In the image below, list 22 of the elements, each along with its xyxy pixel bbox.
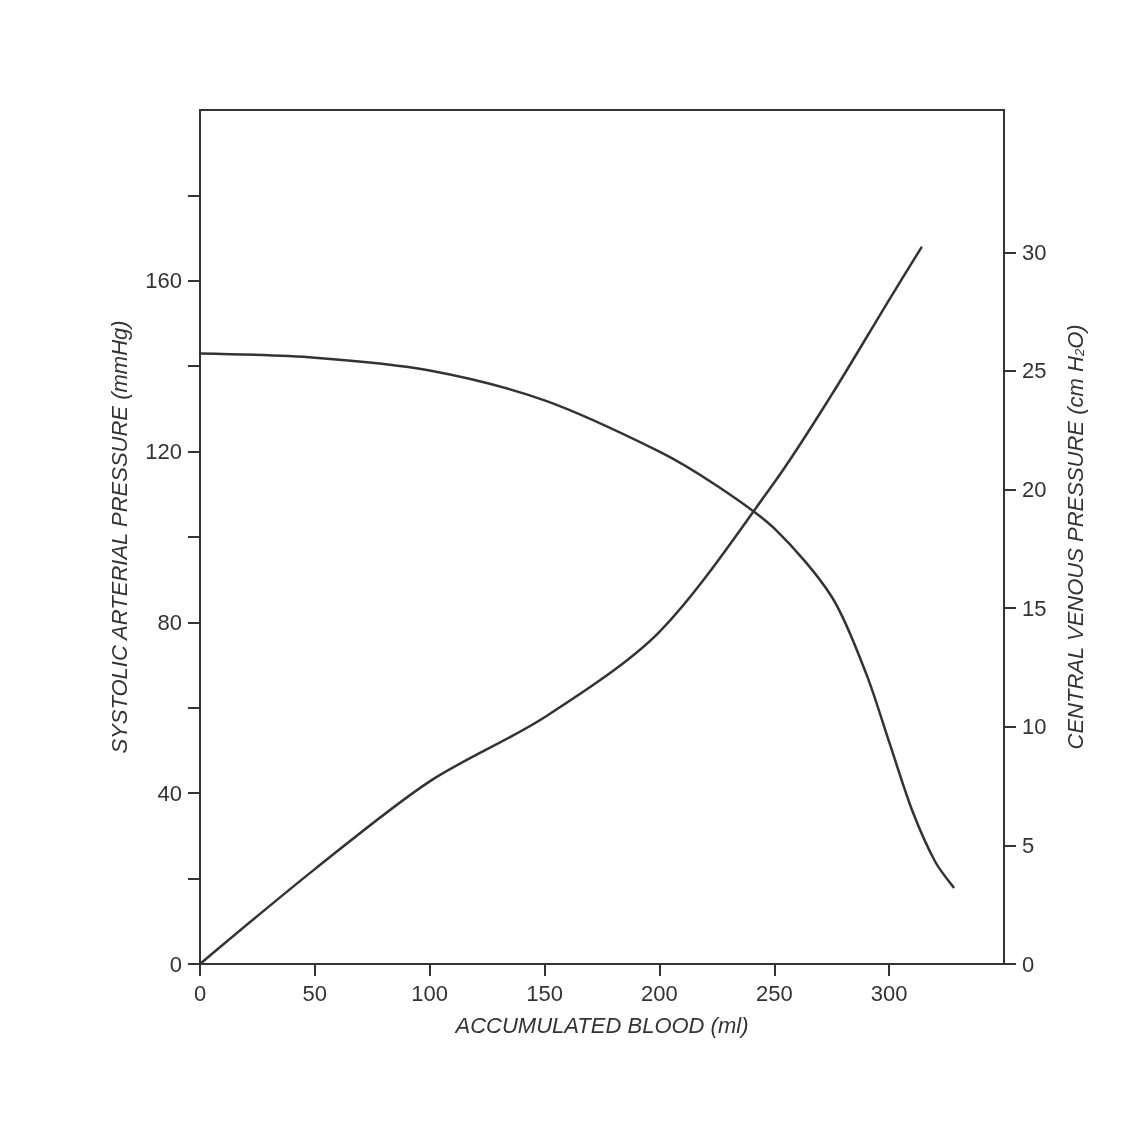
x-tick-label: 250 bbox=[755, 980, 793, 1006]
y-tick-label: 160 bbox=[145, 268, 182, 294]
y2-tick-label: 0 bbox=[1022, 951, 1035, 977]
x-tick-label: 50 bbox=[302, 980, 328, 1006]
x-tick-label: 300 bbox=[870, 980, 908, 1006]
x-tick-label: 0 bbox=[193, 980, 207, 1006]
y2-tick-label: 30 bbox=[1022, 239, 1047, 265]
y-tick-label: 120 bbox=[145, 439, 182, 465]
y2-axis-title: CENTRAL VENOUS PRESSURE (cm H2O) bbox=[1062, 324, 1088, 750]
y-tick-label: 40 bbox=[157, 780, 182, 806]
x-tick-label: 200 bbox=[641, 980, 678, 1006]
y2-tick-label: 10 bbox=[1022, 714, 1047, 740]
y-axis-title: SYSTOLIC ARTERIAL PRESSURE (mmHg) bbox=[106, 320, 132, 754]
y2-tick-label: 5 bbox=[1022, 832, 1035, 858]
y2-tick-label: 15 bbox=[1022, 595, 1047, 621]
x-tick-label: 150 bbox=[526, 980, 563, 1006]
y2-tick-label: 25 bbox=[1022, 358, 1047, 384]
y-tick-label: 0 bbox=[169, 951, 182, 977]
x-tick-label: 100 bbox=[411, 980, 449, 1006]
y-tick-label: 80 bbox=[157, 609, 182, 635]
y2-tick-label: 20 bbox=[1022, 477, 1047, 503]
x-axis-title: ACCUMULATED BLOOD (ml) bbox=[453, 1012, 749, 1038]
